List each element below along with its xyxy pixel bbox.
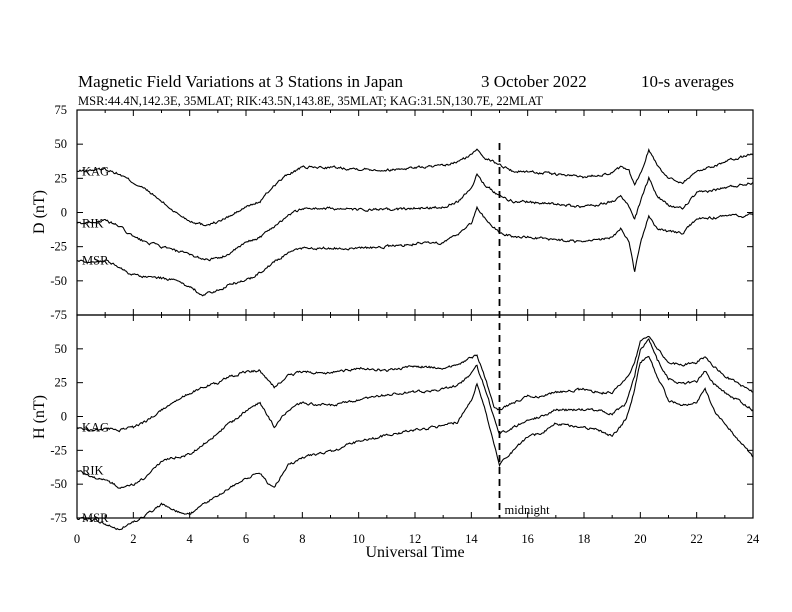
xtick-label: 6 (243, 532, 249, 546)
xtick-label: 18 (578, 532, 591, 546)
d-ytick-label: 75 (55, 103, 68, 117)
xtick-label: 12 (409, 532, 422, 546)
d-ytick-label: 50 (55, 137, 68, 151)
h-series-rik (76, 338, 754, 489)
chart-averaging: 10-s averages (641, 72, 734, 91)
h-series-msr (76, 355, 754, 531)
station-info: MSR:44.4N,142.3E, 35MLAT; RIK:43.5N,143.… (78, 94, 543, 108)
d-label-rik: RIK (82, 216, 104, 230)
h-ytick-label: 50 (55, 342, 68, 356)
h-series-kag (76, 335, 754, 433)
d-series-rik (76, 173, 754, 262)
h-ytick-label: -25 (50, 443, 67, 457)
xtick-label: 24 (747, 532, 760, 546)
d-series-msr (76, 205, 754, 297)
d-ytick-label: 25 (55, 171, 68, 185)
panel-d-frame (76, 109, 754, 316)
d-label-msr: MSR (82, 253, 109, 267)
xtick-label: 0 (74, 532, 80, 546)
chart-date: 3 October 2022 (481, 72, 587, 91)
xtick-label: 20 (634, 532, 647, 546)
d-series-kag (76, 147, 754, 227)
h-label-msr: MSR (82, 511, 109, 525)
midnight-annotation: midnight (505, 503, 551, 517)
h-label-kag: KAG (82, 420, 109, 434)
xtick-label: 8 (299, 532, 305, 546)
h-ytick-label: -75 (50, 511, 67, 525)
xtick-label: 14 (465, 532, 478, 546)
h-ytick-label: 0 (61, 410, 67, 424)
chart-title: Magnetic Field Variations at 3 Stations … (78, 72, 404, 91)
h-ytick-label: 25 (55, 376, 68, 390)
xtick-label: 16 (521, 532, 534, 546)
h-label-rik: RIK (82, 464, 104, 478)
d-axis-label: D (nT) (31, 190, 48, 234)
h-axis-label: H (nT) (31, 395, 48, 439)
xtick-label: 22 (690, 532, 703, 546)
xtick-label: 2 (130, 532, 136, 546)
xtick-label: 10 (352, 532, 365, 546)
d-ytick-label: -25 (50, 240, 67, 254)
d-ytick-label: -75 (50, 308, 67, 322)
d-ytick-label: -50 (50, 274, 67, 288)
h-ytick-label: -50 (50, 477, 67, 491)
d-ytick-label: 0 (61, 206, 67, 220)
xtick-label: 4 (187, 532, 194, 546)
d-label-kag: KAG (82, 165, 109, 179)
x-axis-label: Universal Time (365, 544, 464, 561)
